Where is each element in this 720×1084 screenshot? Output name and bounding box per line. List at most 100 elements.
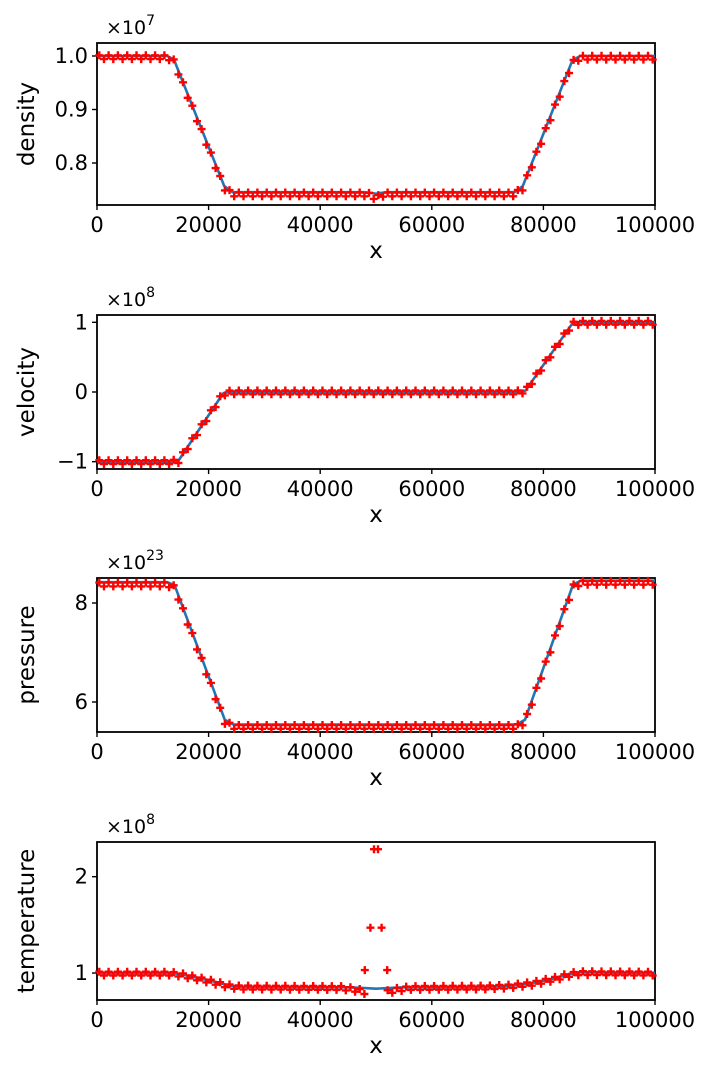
plus-marker: [332, 390, 341, 399]
plus-marker: [267, 724, 276, 733]
plus-marker: [95, 51, 104, 60]
plus-marker: [230, 192, 239, 201]
plus-marker: [546, 353, 555, 362]
plus-marker: [374, 845, 382, 854]
plus-marker: [258, 192, 267, 201]
plus-marker: [239, 724, 248, 733]
plus-marker: [588, 967, 597, 976]
plus-marker: [202, 417, 211, 426]
y-tick-label: 8: [75, 591, 88, 615]
plus-marker: [313, 390, 322, 399]
plus-marker: [458, 981, 466, 990]
plus-marker: [132, 51, 141, 60]
plus-marker: [160, 967, 169, 976]
plus-marker: [592, 320, 601, 329]
plus-marker: [411, 721, 420, 729]
plus-marker: [644, 51, 652, 60]
y-tick-label: 2: [75, 865, 88, 889]
plus-marker: [518, 721, 527, 730]
plus-marker: [323, 192, 332, 201]
plus-marker: [332, 985, 341, 994]
plus-marker: [262, 981, 271, 990]
plus-marker: [337, 188, 346, 197]
plus-marker: [606, 967, 615, 976]
plus-marker: [490, 192, 499, 201]
plus-marker: [383, 986, 392, 995]
plus-marker: [602, 320, 611, 329]
plus-marker: [183, 445, 192, 454]
plus-marker: [509, 724, 518, 733]
plus-marker: [360, 990, 369, 998]
plus-marker: [216, 978, 225, 987]
temperature-subplot: 0 20000 40000 60000 80000 100000 1 2 ×108 tempera…: [14, 812, 695, 1059]
plus-marker: [304, 724, 313, 733]
plus-marker: [453, 724, 462, 733]
plus-marker: [137, 971, 146, 980]
plus-marker: [527, 163, 536, 172]
plus-marker: [541, 124, 550, 133]
plus-marker: [355, 188, 364, 197]
plus-marker: [406, 724, 415, 733]
plus-marker: [197, 125, 206, 134]
plus-marker: [481, 985, 490, 994]
plus-marker: [267, 192, 276, 201]
plus-marker: [346, 188, 355, 197]
x-tick-label: 60000: [398, 477, 465, 501]
x-tick-label: 100000: [615, 477, 695, 501]
plus-marker: [397, 390, 406, 399]
plus-marker: [179, 604, 187, 613]
plus-marker: [341, 390, 350, 399]
x-tick-label: 40000: [287, 1008, 354, 1032]
plus-marker: [206, 148, 215, 157]
plus-marker: [527, 981, 536, 990]
plus-marker: [313, 724, 322, 733]
plus-marker: [374, 386, 383, 395]
plus-marker: [281, 981, 290, 990]
plus-marker: [420, 721, 429, 729]
plus-marker: [555, 975, 564, 984]
plus-marker: [239, 390, 248, 399]
plus-marker: [188, 101, 197, 110]
plus-marker: [258, 985, 267, 994]
plus-marker: [383, 966, 392, 975]
plus-marker: [351, 987, 360, 996]
plus-marker: [388, 988, 397, 997]
plus-marker: [230, 390, 239, 399]
density-line-series: [97, 54, 655, 196]
plus-marker: [113, 967, 122, 976]
plus-marker: [639, 580, 648, 589]
plus-marker: [323, 724, 332, 733]
plus-marker: [309, 188, 318, 197]
plus-marker: [248, 192, 257, 201]
velocity-subplot: 0 20000 40000 60000 80000 100000−101×108veloc…: [14, 285, 695, 528]
plus-marker: [476, 188, 485, 197]
plus-marker: [448, 721, 457, 729]
plus-marker: [458, 721, 466, 729]
x-axis-label: x: [369, 1033, 383, 1059]
plus-marker: [569, 317, 578, 326]
temperature-line-series: [97, 971, 655, 990]
plus-marker: [309, 721, 318, 729]
plus-marker: [523, 382, 532, 391]
plus-marker: [411, 188, 420, 197]
plus-marker: [420, 982, 429, 990]
plus-marker: [248, 390, 257, 399]
plus-marker: [290, 386, 299, 395]
plus-marker: [276, 985, 285, 994]
plus-marker: [100, 460, 108, 468]
plus-marker: [253, 386, 262, 395]
plus-marker: [462, 192, 471, 201]
plus-marker: [332, 192, 341, 201]
plus-marker: [299, 188, 308, 197]
plus-marker: [193, 645, 201, 654]
plus-marker: [490, 724, 499, 733]
plus-marker: [458, 386, 466, 395]
plus-marker: [574, 971, 583, 980]
plus-marker: [565, 326, 573, 335]
plus-marker: [425, 985, 434, 994]
plus-marker: [578, 576, 587, 585]
plus-marker: [309, 982, 318, 990]
plus-marker: [625, 967, 634, 976]
